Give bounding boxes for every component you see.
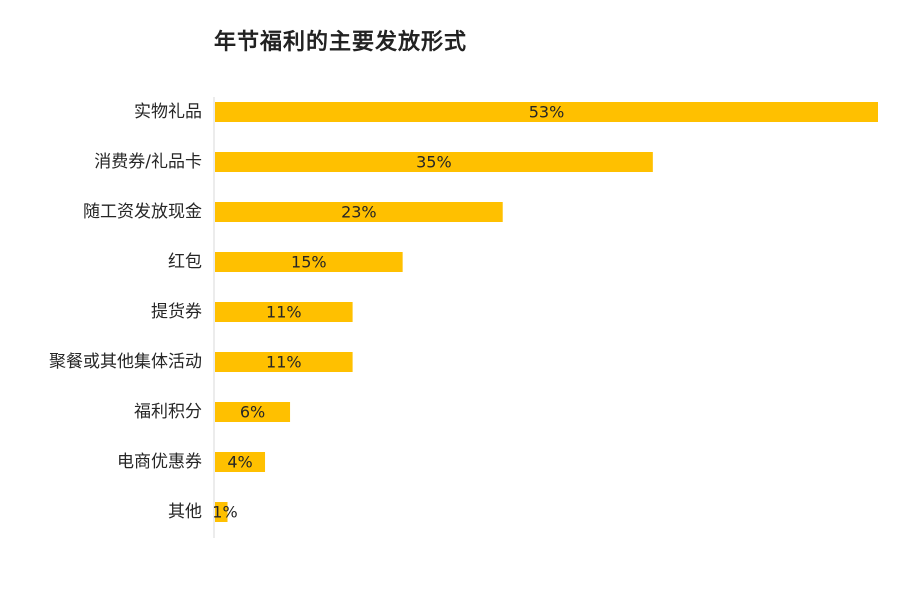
value-label-4: 15%	[291, 253, 327, 272]
category-label-9: 其他	[168, 502, 202, 522]
category-label-4: 红包	[168, 252, 202, 272]
category-label-2: 消费券/礼品卡	[94, 152, 202, 172]
category-label-7: 福利积分	[134, 402, 202, 422]
bar-2	[215, 152, 653, 172]
bar-9	[215, 502, 228, 522]
value-label-6: 11%	[266, 353, 302, 372]
category-label-6: 聚餐或其他集体活动	[49, 352, 202, 372]
bar-4	[215, 252, 403, 272]
category-label-1: 实物礼品	[134, 102, 202, 122]
value-label-1: 53%	[529, 103, 565, 122]
value-label-8: 4%	[227, 453, 252, 472]
value-label-9: 1%	[212, 503, 237, 522]
category-label-5: 提货券	[151, 302, 202, 322]
bar-6	[215, 352, 353, 372]
value-label-3: 23%	[341, 203, 377, 222]
category-label-8: 电商优惠券	[117, 452, 202, 472]
bar-1	[215, 102, 878, 122]
value-label-7: 6%	[240, 403, 265, 422]
bar-7	[215, 402, 291, 422]
bar-8	[215, 452, 266, 472]
value-label-5: 11%	[266, 303, 302, 322]
chart-title: 年节福利的主要发放形式	[214, 30, 468, 55]
category-label-3: 随工资发放现金	[83, 202, 202, 222]
bar-3	[215, 202, 503, 222]
bars-group: 实物礼品 53% 消费券/礼品卡 35% 随工资发放现金 23% 红包 15% 提货券 11% 聚餐…	[49, 102, 878, 522]
bar-5	[215, 302, 353, 322]
value-label-2: 35%	[416, 153, 452, 172]
